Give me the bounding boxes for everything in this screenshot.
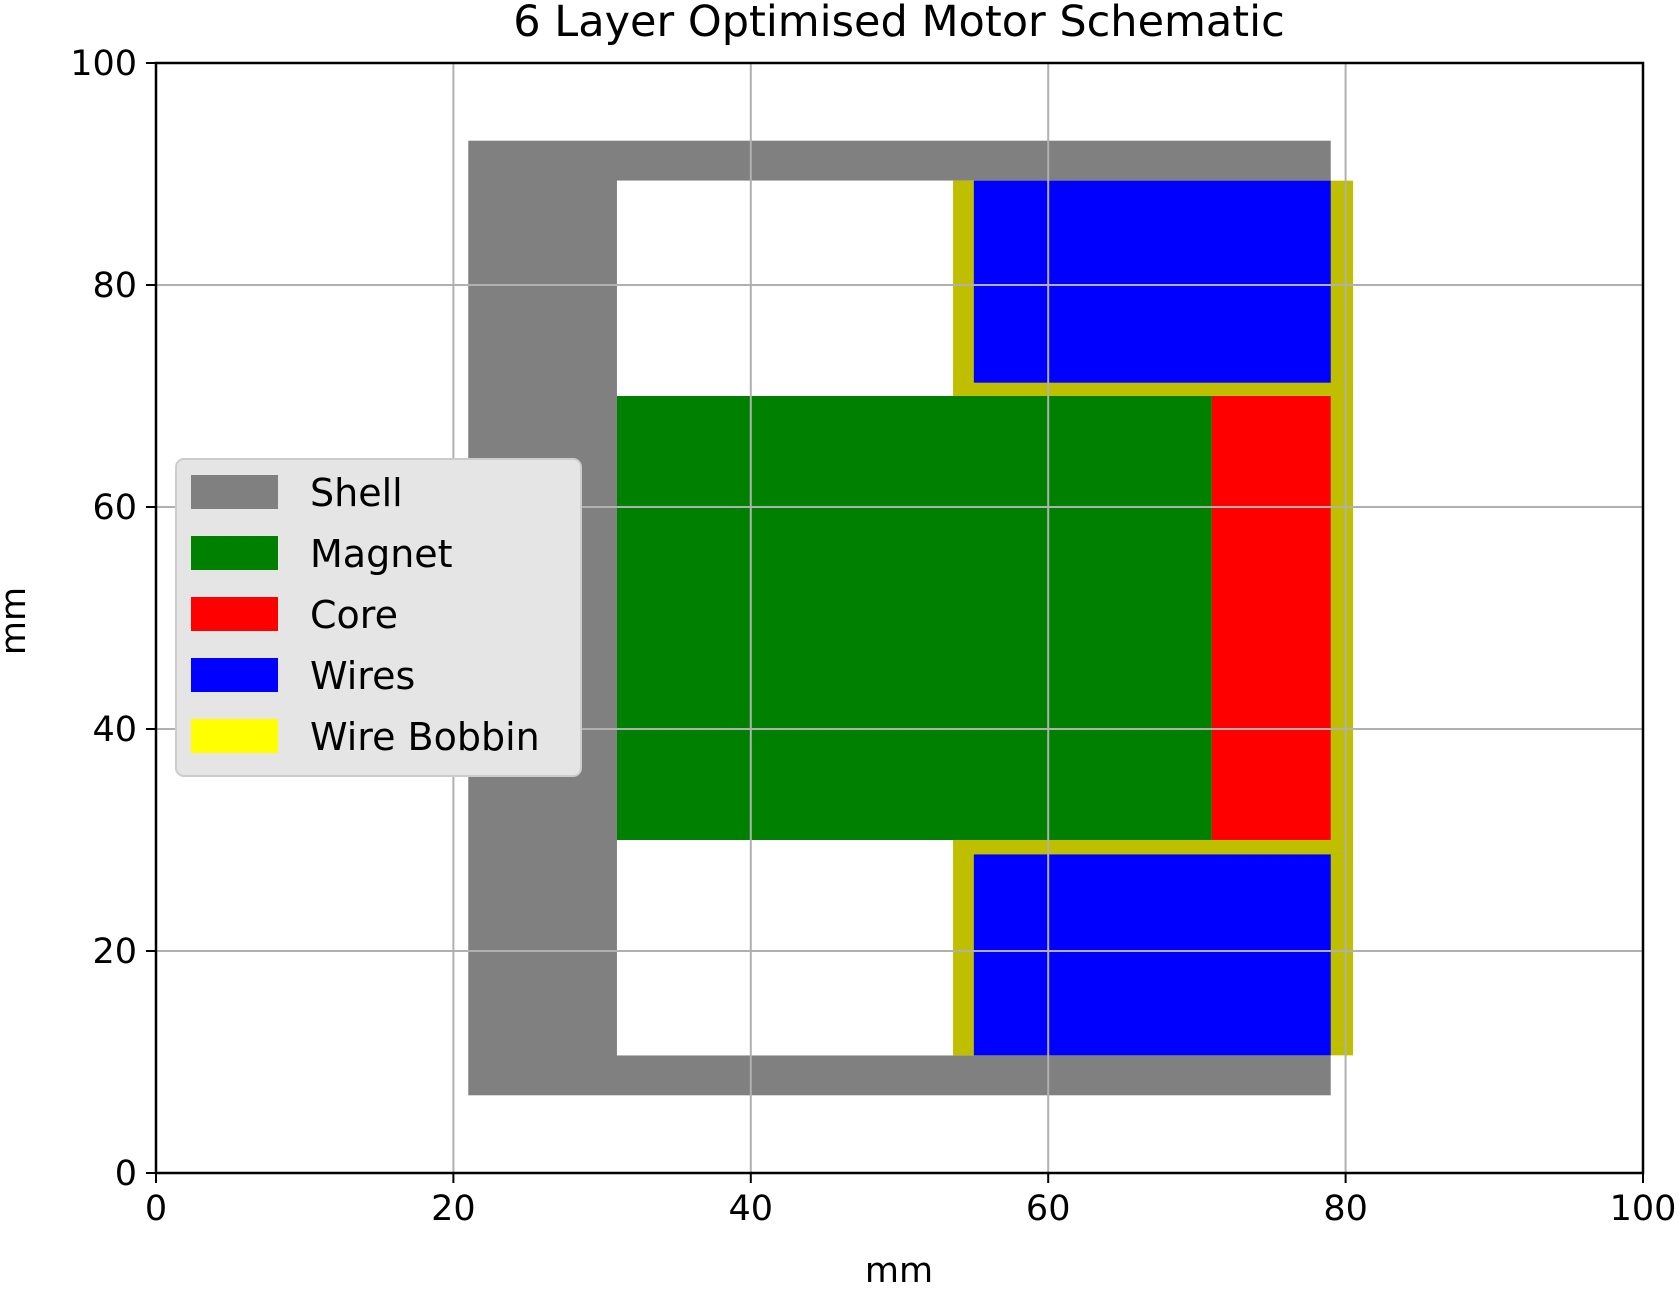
axes-frame: [154, 61, 1645, 1175]
x-tick-label-100: 100: [1610, 1189, 1677, 1229]
region-cavity-6: [616, 840, 954, 1056]
region-cavity-5: [616, 180, 954, 396]
y-tick-label-40: 40: [92, 710, 137, 750]
x-tick-label-60: 60: [1026, 1189, 1071, 1229]
y-axis-label: mm: [0, 587, 34, 655]
y-tick-label-60: 60: [92, 488, 137, 528]
region-wires-3: [973, 180, 1331, 383]
legend-label-core: Core: [310, 593, 398, 637]
legend-label-shell: Shell: [310, 471, 403, 515]
legend-swatch-magnet: [191, 536, 278, 570]
legend-swatch-wire-bobbin: [191, 719, 278, 753]
y-tick-label-80: 80: [92, 266, 137, 306]
x-axis-label: mm: [865, 1251, 933, 1287]
legend-label-wires: Wires: [310, 654, 415, 698]
y-tick-label-100: 100: [70, 44, 137, 84]
region-core-8: [1211, 396, 1331, 840]
legend-swatch-shell: [191, 475, 278, 509]
x-tick-label-80: 80: [1323, 1189, 1368, 1229]
axes: 0 20 40 60 80 100 0 20 40 60 80 100: [70, 44, 1676, 1229]
legend: Shell Magnet Core Wires Wire Bobbin: [175, 458, 582, 777]
x-tick-label-40: 40: [729, 1189, 774, 1229]
legend-label-magnet: Magnet: [310, 532, 453, 576]
legend-swatch-wires: [191, 658, 278, 692]
x-tick-label-20: 20: [431, 1189, 476, 1229]
y-tick-label-0: 0: [115, 1154, 137, 1194]
x-tick-label-0: 0: [145, 1189, 167, 1229]
region-wires-4: [973, 854, 1331, 1056]
region-magnet-7: [616, 396, 1212, 840]
legend-label-wire-bobbin: Wire Bobbin: [310, 715, 540, 759]
y-tick-label-20: 20: [92, 932, 137, 972]
legend-swatch-core: [191, 597, 278, 631]
plot-area: [468, 140, 1354, 1096]
chart-title: 6 Layer Optimised Motor Schematic: [513, 0, 1284, 47]
